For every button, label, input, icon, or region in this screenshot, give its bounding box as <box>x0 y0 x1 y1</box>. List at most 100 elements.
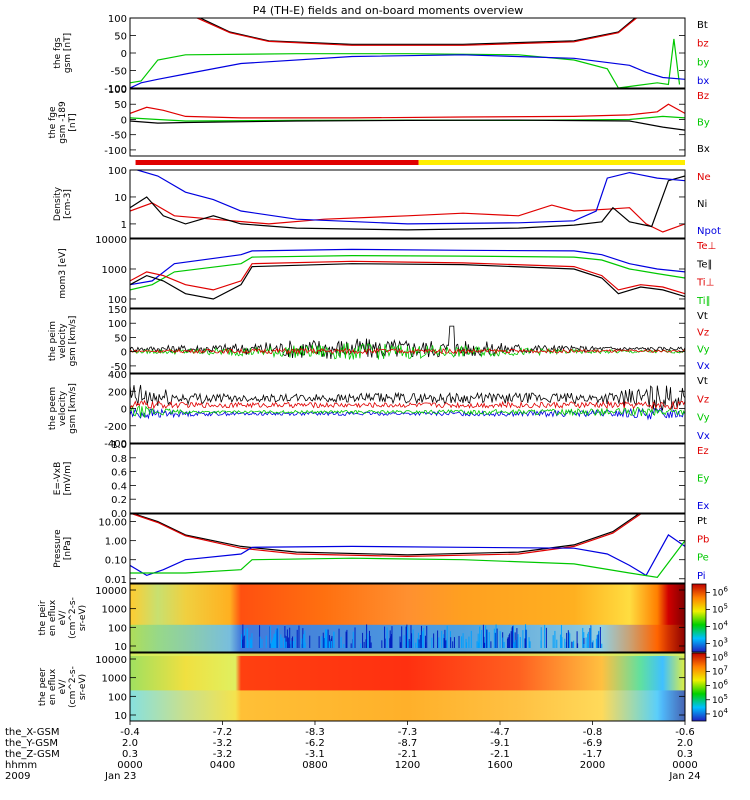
x-tick-label: 1200 <box>395 760 420 771</box>
y-axis-label: the peer en eflux eV/(cm^2-s-sr-eV) <box>38 666 88 708</box>
legend-Bt: Bt <box>697 20 708 31</box>
colorbar-label: 108 <box>712 650 728 663</box>
y-axis-label: the peem velocity gsm [km/s] <box>48 383 78 434</box>
noise-trace-green <box>130 405 685 418</box>
legend-Vx: Vx <box>697 431 710 442</box>
mode-bar-segment-1 <box>418 160 685 165</box>
legend-Pb: Pb <box>697 534 709 545</box>
y-tick-label: 10000 <box>95 235 127 246</box>
y-axis-label: Pressure [nPa] <box>53 529 73 568</box>
legend-Ez: Ez <box>697 446 709 457</box>
x-tick-label: -1.7 <box>583 749 603 760</box>
legend-Pe: Pe <box>697 553 709 564</box>
legend-Vt: Vt <box>697 376 708 387</box>
legend-Vx: Vx <box>697 361 710 372</box>
y-tick-label: 0.0 <box>111 509 127 520</box>
legend-Npot: Npot <box>697 226 721 237</box>
svg-text:(cm^2-s-: (cm^2-s- <box>68 597 78 639</box>
y-axis-label: E=-VxB [mV/m] <box>53 462 73 496</box>
y-tick-label: -100 <box>104 146 127 157</box>
legend-Vz: Vz <box>697 328 709 339</box>
y-tick-label: 100 <box>108 295 127 306</box>
svg-text:the fge: the fge <box>48 106 58 139</box>
legend-By: By <box>697 118 710 129</box>
y-tick-label: 0 <box>121 115 127 126</box>
y-tick-label: 1000 <box>102 605 127 616</box>
y-tick-label: 1000 <box>102 674 127 685</box>
svg-text:gsm [km/s]: gsm [km/s] <box>68 383 78 434</box>
legend-Ex: Ex <box>697 501 709 512</box>
series-line-by <box>130 38 681 88</box>
svg-text:en eflux: en eflux <box>48 668 58 705</box>
spectrogram-image <box>130 653 685 721</box>
x-row-label: the_X-GSM <box>5 727 59 738</box>
y-tick-label: 200 <box>108 387 127 398</box>
panel-frame <box>129 169 686 239</box>
x-tick-label: -3.1 <box>305 749 325 760</box>
x-tick-label: 1600 <box>487 760 512 771</box>
legend-Te∥: Te∥ <box>696 259 713 270</box>
series-line-Ni <box>130 175 685 231</box>
y-tick-label: 100 <box>108 319 127 330</box>
svg-text:sr-eV): sr-eV) <box>78 605 88 631</box>
y-tick-label: 10 <box>114 711 127 722</box>
x-tick-label: -0.8 <box>583 727 603 738</box>
legend-bx: bx <box>697 76 709 87</box>
x-tick-label: -2.1 <box>398 749 418 760</box>
series-line-Pe <box>130 540 685 578</box>
y-tick-label: 100 <box>108 623 127 634</box>
x-tick-label: 0.3 <box>122 749 138 760</box>
x-tick-label: 2.0 <box>122 738 138 749</box>
x-tick-label: 2000 <box>580 760 605 771</box>
y-tick-label: 100 <box>108 85 127 96</box>
spectrogram-image <box>130 584 685 652</box>
noise-trace-black <box>130 384 685 411</box>
svg-text:sr-eV): sr-eV) <box>78 674 88 700</box>
y-axis-label: Density [cm-3] <box>53 186 73 221</box>
y-axis-label: the peir en eflux eV/(cm^2-s-sr-eV) <box>38 597 88 639</box>
y-tick-label: 100 <box>108 692 127 703</box>
legend-Ti⊥: Ti⊥ <box>696 278 714 289</box>
y-tick-label: 50 <box>114 333 127 344</box>
panel-frame <box>129 88 686 157</box>
x-tick-label: -4.7 <box>490 727 510 738</box>
svg-text:the peem: the peem <box>48 387 58 430</box>
colorbar-label: 107 <box>712 664 728 677</box>
x-tick-label: 0400 <box>210 760 235 771</box>
y-axis-label: mom3 [eV] <box>58 248 68 298</box>
colorbar-9: 106 105 104 103 <box>691 583 728 653</box>
legend-Bx: Bx <box>697 144 710 155</box>
y-tick-label: 10.00 <box>98 518 127 529</box>
colorbar-label: 105 <box>712 693 728 706</box>
series-line-Pi <box>130 534 685 577</box>
panel-2 <box>135 160 685 165</box>
legend-bz: bz <box>697 39 709 50</box>
y-axis-label: the fge gsm -189 [nT] <box>48 101 78 144</box>
svg-text:(cm^2-s-: (cm^2-s- <box>68 666 78 708</box>
legend-Vz: Vz <box>697 394 709 405</box>
series-line-Ti∥ <box>130 254 685 291</box>
legend-Bz: Bz <box>697 91 709 102</box>
y-tick-label: 10000 <box>95 586 127 597</box>
series-line-Pb <box>130 514 641 558</box>
y-tick-label: 1.0 <box>111 440 127 451</box>
x-tick-label: -9.1 <box>490 738 510 749</box>
x-tick-label: -7.3 <box>398 727 418 738</box>
y-tick-label: 10000 <box>95 655 127 666</box>
colorbar-label: 103 <box>712 637 728 650</box>
y-tick-label: 100 <box>108 14 127 25</box>
legend-Pt: Pt <box>697 516 707 527</box>
y-tick-label: 0.10 <box>105 556 127 567</box>
series-line-Ne <box>130 202 685 233</box>
series-line-Npot <box>135 170 685 225</box>
svg-text:eV/: eV/ <box>58 610 68 626</box>
svg-text:the peir: the peir <box>38 600 48 635</box>
legend-Te⊥: Te⊥ <box>696 241 716 252</box>
svg-text:mom3 [eV]: mom3 [eV] <box>58 248 68 298</box>
y-axis-label: the fgs gsm [nT] <box>53 33 73 73</box>
y-tick-label: -50 <box>111 131 127 142</box>
x-tick-label: -8.7 <box>398 738 418 749</box>
